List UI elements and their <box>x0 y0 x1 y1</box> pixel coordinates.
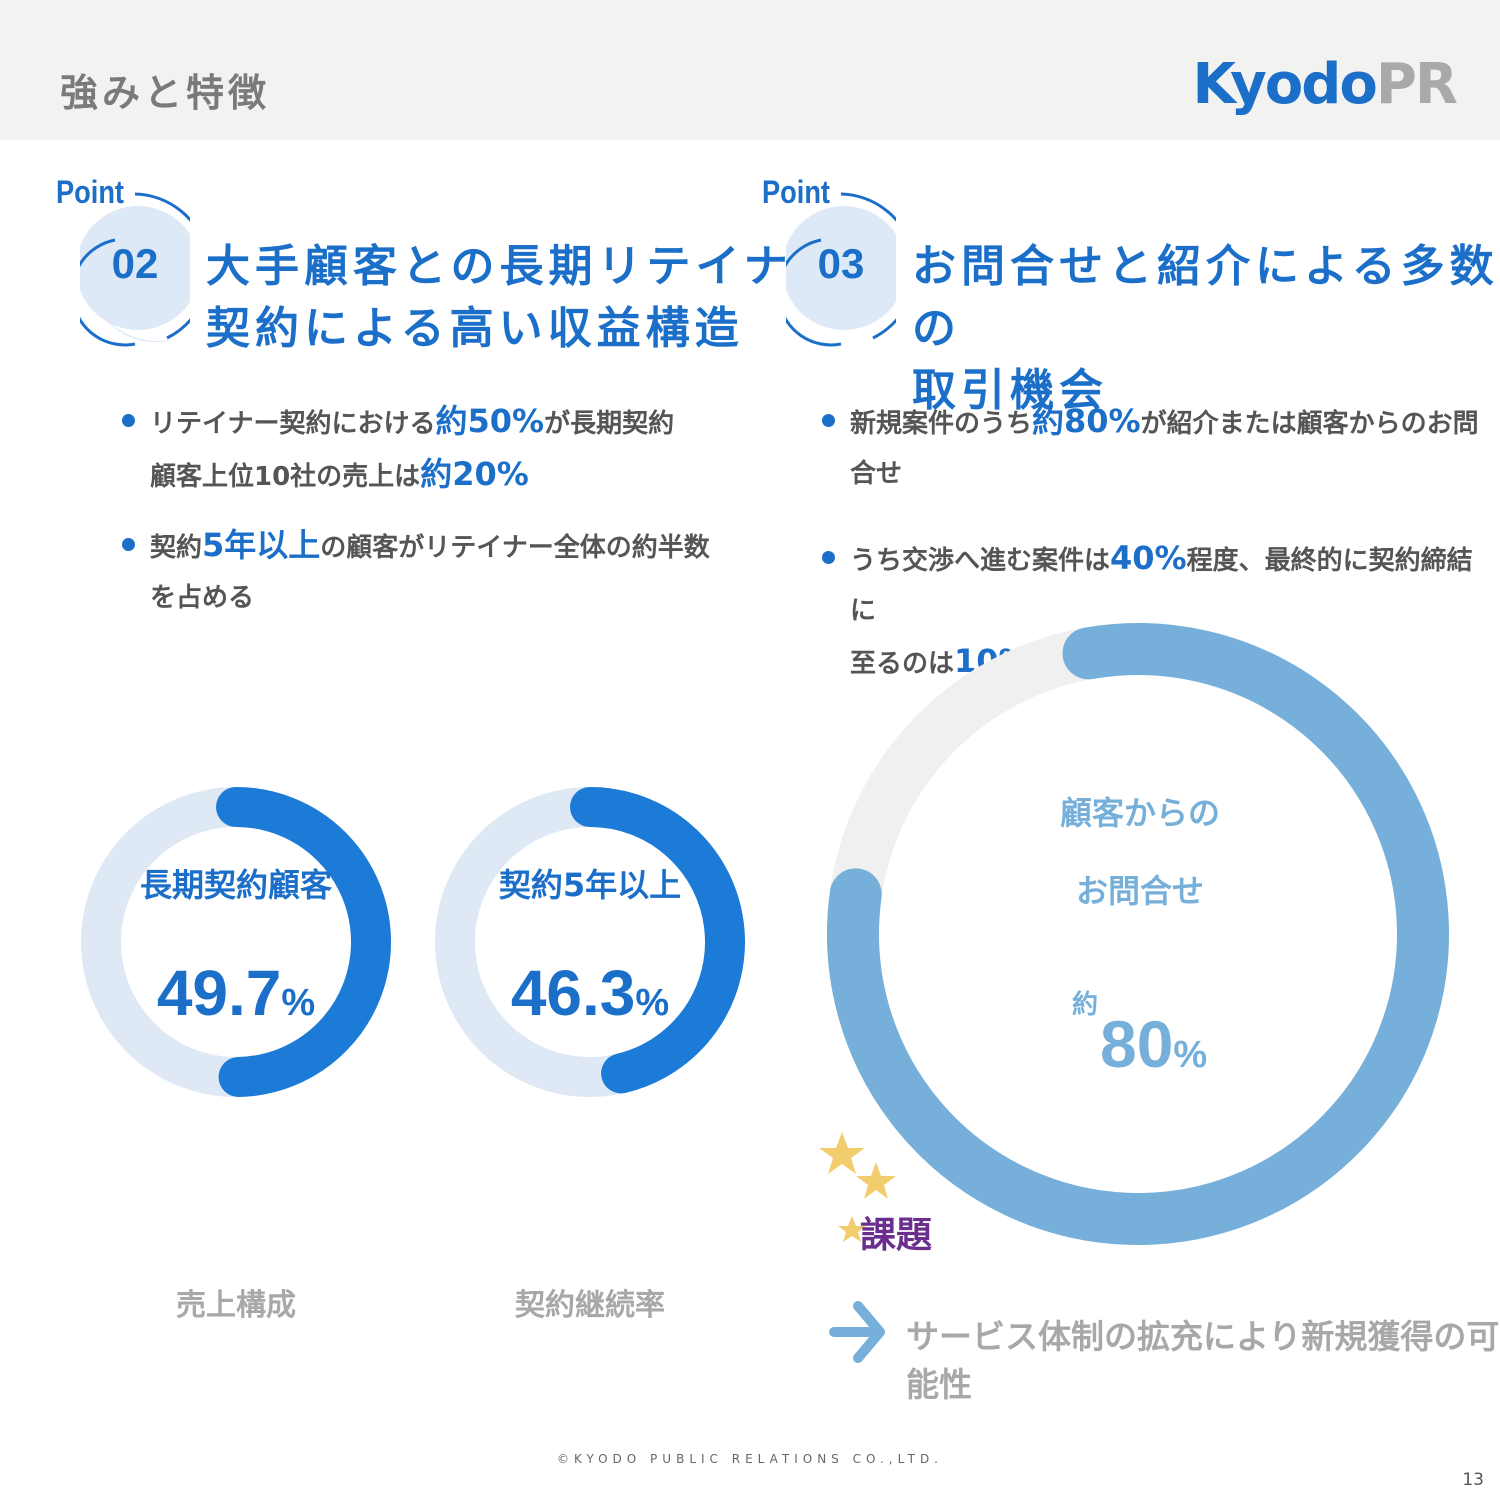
bullet-highlight: 約80% <box>1032 402 1141 440</box>
logo-kyodo: Kyodo <box>1192 52 1377 117</box>
bullet-highlight: 40% <box>1110 539 1187 577</box>
point-02-bullets: リテイナー契約における約50%が長期契約 顧客上位10社の売上は約20% 契約5… <box>122 396 722 623</box>
bullet-highlight: 約50% <box>435 402 545 440</box>
donut-retention-caption: 契約継続率 <box>515 1288 665 1323</box>
point-02-title-line1: 大手顧客との長期リテイナー <box>206 241 842 292</box>
donut-slice-value <box>827 623 1449 1245</box>
point-02-circle-icon <box>80 192 190 347</box>
bullet-text: 顧客上位10社の売上は <box>150 462 421 492</box>
bullet-text: 至るのは <box>850 649 955 679</box>
bullet-text: の顧客がリテイナー全体の約半数を占める <box>150 533 710 613</box>
bullet-text: リテイナー契約における <box>150 409 436 439</box>
header-bar: 強みと特徴 KyodoPR <box>0 0 1500 140</box>
bullet-text: が紹介または顧客からのお問合せ <box>850 409 1479 489</box>
footer-copyright: ©KYODO PUBLIC RELATIONS CO.,LTD. <box>557 1452 943 1466</box>
donut-retention-svg <box>435 787 745 1097</box>
donut-sales-caption: 売上構成 <box>176 1288 296 1323</box>
point-02-label: Point <box>56 174 124 210</box>
value-unit: % <box>635 982 670 1024</box>
company-logo[interactable]: KyodoPR <box>1192 52 1458 117</box>
point-03-number: 03 <box>817 240 865 287</box>
point-03-title-line2: 取引機会 <box>912 365 1108 416</box>
bullet-text: 契約 <box>150 533 203 563</box>
donut-inquiries-svg <box>827 623 1449 1245</box>
value-unit: % <box>281 982 316 1024</box>
donut-slice-value <box>570 787 745 1094</box>
issue-label: 課題 <box>860 1215 933 1256</box>
point-03-title-line1: お問合せと紹介による多数の <box>912 241 1499 354</box>
bullet-text: うち交渉へ進む案件は <box>850 546 1111 576</box>
page-title: 強みと特徴 <box>60 71 271 115</box>
donut-inquiries-center-label-2: お問合せ <box>1075 872 1204 910</box>
value-number: 49.7 <box>156 957 282 1029</box>
donut-retention-center-label: 契約5年以上 <box>498 866 682 904</box>
donut-sales-center-label: 長期契約顧客 <box>139 866 332 904</box>
issue-conclusion-text: サービス体制の拡充により新規獲得の可能性 <box>906 1317 1500 1404</box>
point-03-label: Point <box>762 174 830 210</box>
value-number: 80 <box>1100 1007 1174 1081</box>
arrow-right-icon <box>829 1301 885 1363</box>
donut-inquiries-center-label-1: 顧客からの <box>1059 794 1220 832</box>
point-02-title-line2: 契約による高い収益構造 <box>206 303 744 354</box>
bullet-highlight: 約20% <box>420 455 529 493</box>
point-02-bullet-1: リテイナー契約における約50%が長期契約 顧客上位10社の売上は約20% <box>122 396 722 502</box>
point-03-title: お問合せと紹介による多数の 取引機会 <box>912 236 1500 422</box>
point-03-bullet-1: 新規案件のうち約80%が紹介または顧客からのお問合せ <box>822 396 1482 499</box>
donut-slice-value <box>216 786 392 1097</box>
point-03-circle-icon <box>786 192 896 347</box>
donut-sales-svg <box>81 786 392 1097</box>
point-02-title: 大手顧客との長期リテイナー 契約による高い収益構造 <box>206 236 842 360</box>
value-unit: % <box>1173 1034 1208 1076</box>
bullet-text: 新規案件のうち <box>850 409 1033 439</box>
point-02-bullet-2: 契約5年以上の顧客がリテイナー全体の約半数を占める <box>122 520 722 623</box>
donut-retention-value: 46.3% <box>470 956 710 1030</box>
point-02-number: 02 <box>111 240 159 287</box>
logo-pr: PR <box>1375 52 1458 117</box>
donut-inquiries-value: 80% <box>1100 1006 1220 1082</box>
bullet-highlight: 5年以上 <box>202 526 321 564</box>
bullet-text: 程度、最終的に契約締結に <box>850 546 1473 626</box>
value-number: 46.3 <box>510 957 636 1029</box>
donut-inquiries-prefix: 約 <box>1072 990 1099 1020</box>
donut-sales-value: 49.7% <box>116 956 356 1030</box>
bullet-text: が長期契約 <box>544 409 675 439</box>
stars-icon <box>819 1132 896 1242</box>
page-number: 13 <box>1462 1470 1484 1490</box>
